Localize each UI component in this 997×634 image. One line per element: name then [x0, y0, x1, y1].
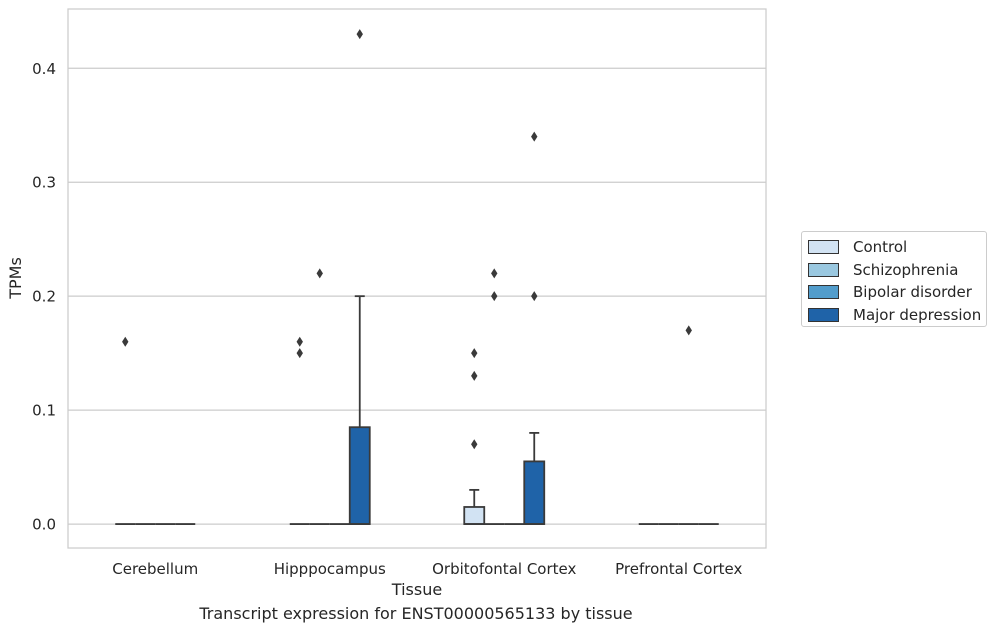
- box-major-depression: [523, 131, 546, 525]
- box-control: [115, 336, 136, 525]
- box-body: [348, 426, 371, 525]
- outlier-point: [296, 336, 303, 347]
- legend-swatch: [808, 262, 839, 277]
- grid-lines: [68, 67, 766, 525]
- box-body: [523, 460, 546, 525]
- box-schizophrenia: [484, 268, 505, 525]
- box-body: [463, 506, 486, 525]
- x-tick-label: Orbitofontal Cortex: [432, 560, 576, 578]
- legend-swatch: [808, 307, 839, 322]
- y-tick-label: 0.4: [32, 60, 56, 78]
- legend-item: Schizophrenia: [808, 259, 986, 282]
- x-tick-labels: Cerebellum Hipppocampus Orbitofontal Corte…: [112, 560, 742, 578]
- chart-caption: Transcript expression for ENST0000056513…: [199, 604, 633, 623]
- legend-item: Bipolar disorder: [808, 281, 986, 304]
- plot-frame: [67, 8, 767, 549]
- outlier-point: [122, 336, 129, 347]
- legend-swatch: [808, 285, 839, 300]
- outlier-point: [531, 291, 538, 302]
- legend-label: Schizophrenia: [853, 260, 959, 279]
- y-tick-label: 0.0: [32, 516, 56, 534]
- box-bipolar-disorder: [678, 325, 699, 525]
- legend-label: Bipolar disorder: [853, 283, 972, 302]
- legend-label: Major depression: [853, 305, 982, 324]
- outlier-point: [356, 29, 363, 40]
- outlier-point: [491, 291, 498, 302]
- legend-item: Major depression: [808, 304, 986, 327]
- y-tick-label: 0.1: [32, 402, 56, 420]
- y-axis-label: TPMs: [6, 257, 25, 300]
- box-plot-boxes: [115, 29, 719, 525]
- x-tick-label: Cerebellum: [112, 560, 198, 578]
- legend-item: Control: [808, 236, 986, 259]
- box-major-depression: [348, 29, 371, 525]
- legend: Control Schizophrenia Bipolar disorder Majo…: [801, 231, 987, 327]
- y-tick-label: 0.3: [32, 174, 56, 192]
- outlier-point: [471, 439, 478, 450]
- legend-swatch: [808, 240, 839, 255]
- x-tick-label: Hipppocampus: [274, 560, 386, 578]
- box-control: [289, 336, 310, 525]
- outlier-point: [491, 268, 498, 279]
- outlier-point: [471, 348, 478, 359]
- outlier-point: [296, 348, 303, 359]
- box-control: [463, 348, 486, 525]
- y-tick-label: 0.2: [32, 288, 56, 306]
- outlier-point: [685, 325, 692, 336]
- x-axis-label: Tissue: [391, 580, 442, 599]
- outlier-point: [316, 268, 323, 279]
- x-tick-label: Prefrontal Cortex: [615, 560, 742, 578]
- legend-label: Control: [853, 238, 908, 257]
- outlier-point: [471, 370, 478, 381]
- y-tick-labels: 0.0 0.1 0.2 0.3 0.4: [32, 60, 56, 534]
- box-schizophrenia: [309, 268, 330, 525]
- outlier-point: [531, 131, 538, 142]
